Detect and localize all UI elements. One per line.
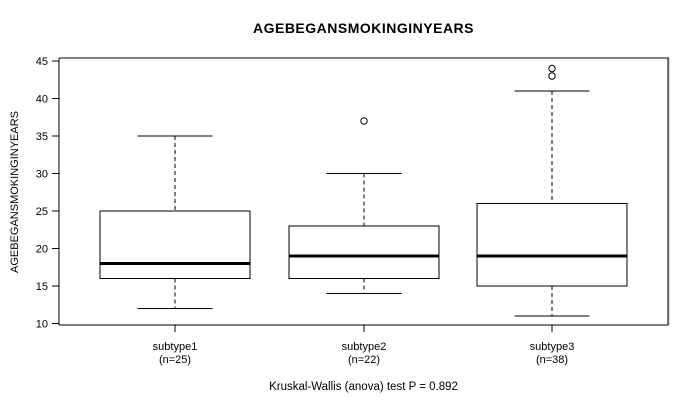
y-axis-tick-label: 35 — [36, 131, 48, 143]
outlier-point — [548, 72, 556, 80]
y-axis-tick-label: 25 — [36, 206, 48, 218]
iqr-box — [288, 225, 440, 279]
x-axis-sublabel: (n=22) — [348, 354, 380, 366]
chart-title: AGEBEGANSMOKINGINYEARS — [252, 20, 475, 36]
y-axis-tick-label: 30 — [36, 168, 48, 180]
x-axis-sublabel: (n=25) — [159, 354, 191, 366]
y-axis-tick-label: 10 — [36, 318, 48, 330]
iqr-box — [99, 210, 251, 279]
x-axis-label: subtype2 — [342, 341, 387, 353]
x-axis-sublabel: (n=38) — [536, 354, 568, 366]
outlier-point — [548, 64, 556, 73]
y-axis-tick-label: 20 — [36, 243, 48, 255]
x-axis-label: subtype1 — [153, 341, 198, 353]
stat-test-caption: Kruskal-Wallis (anova) test P = 0.892 — [269, 381, 458, 393]
iqr-box — [476, 202, 628, 287]
y-axis-tick-label: 45 — [36, 56, 48, 68]
x-axis-label: subtype3 — [530, 341, 575, 353]
y-axis-tick-label: 15 — [36, 281, 48, 293]
y-axis-tick-label: 40 — [36, 93, 48, 105]
outlier-point — [360, 117, 368, 125]
